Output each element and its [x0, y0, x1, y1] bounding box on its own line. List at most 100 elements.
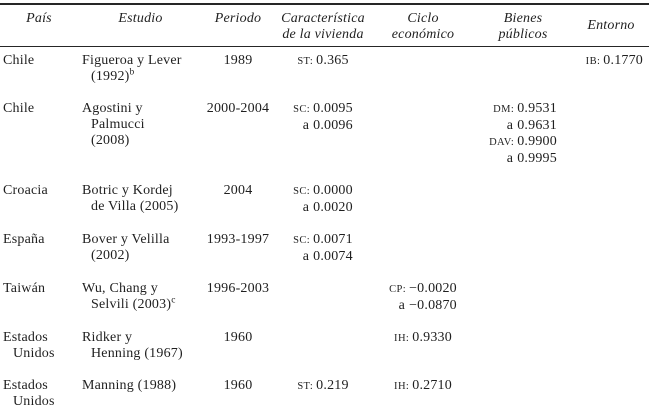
hedonic-studies-table: País Estudio Periodo Característica de l…: [0, 3, 649, 418]
header-bienes-line1: Bienes: [503, 11, 543, 26]
header-bienes: Bienes públicos: [473, 4, 573, 47]
cell-ciclo: IH: 0.2710: [373, 372, 473, 418]
cell-caracteristica: [273, 324, 373, 372]
header-ciclo-line1: Ciclo: [407, 11, 439, 26]
range-prefix: a: [506, 151, 514, 166]
country-name: Unidos: [13, 394, 55, 409]
variable-value: 0.219: [316, 378, 349, 393]
variable-value: 0.2710: [412, 378, 452, 393]
cell-entorno: IB: 0.1770: [573, 47, 649, 96]
table-header: País Estudio Periodo Característica de l…: [0, 4, 649, 47]
cell-pais: España: [0, 226, 78, 275]
value-line: CP: −0.0020: [389, 281, 457, 298]
cell-estudio: Wu, Chang y Selvili (2003)c: [78, 275, 203, 324]
study-year: Selvili (2003): [91, 297, 172, 312]
value-line: SC: 0.0095: [293, 101, 353, 118]
header-pais: País: [0, 4, 78, 47]
period-value: 2004: [223, 183, 253, 198]
cell-entorno: [573, 226, 649, 275]
cell-periodo: 1993-1997: [203, 226, 273, 275]
cell-entorno: [573, 275, 649, 324]
cell-entorno: [573, 324, 649, 372]
variable-label: SC:: [293, 235, 311, 246]
cell-caracteristica: ST: 0.365: [273, 47, 373, 96]
variable-value: 0.0096: [313, 118, 353, 133]
cell-ciclo: [373, 47, 473, 96]
study-line: Henning (1967): [91, 346, 183, 361]
study-line: Bover y Velilla: [82, 232, 170, 247]
study-line: Selvili (2003)c: [82, 296, 203, 313]
cell-entorno: [573, 95, 649, 177]
variable-label: CP:: [389, 284, 407, 295]
country-name: Croacia: [3, 183, 48, 198]
study-line: Palmucci: [91, 117, 145, 132]
cell-estudio: Manning (1988): [78, 372, 203, 418]
value-block: IB: 0.1770: [586, 53, 643, 70]
study-year: (1992): [91, 69, 130, 84]
study-line: Manning (1988): [82, 378, 177, 393]
study-line: Figueroa y Lever: [82, 53, 182, 68]
variable-label: IH:: [394, 381, 410, 392]
value-block: IH: 0.2710: [394, 378, 452, 395]
period-value: 1960: [223, 330, 253, 345]
range-prefix: a: [398, 298, 406, 313]
value-block: IH: 0.9330: [394, 330, 452, 347]
cell-pais: Chile: [0, 95, 78, 177]
table-row-figueroa: Chile Figueroa y Lever (1992)b 1989 ST: 0…: [0, 47, 649, 96]
cell-periodo: 1989: [203, 47, 273, 96]
study-line: de Villa (2005): [91, 199, 179, 214]
country-name: Taiwán: [3, 281, 46, 296]
value-line: IB: 0.1770: [586, 53, 643, 70]
table-body: Chile Figueroa y Lever (1992)b 1989 ST: 0…: [0, 47, 649, 418]
cell-caracteristica: [273, 275, 373, 324]
cell-estudio: Figueroa y Lever (1992)b: [78, 47, 203, 96]
variable-label: DM:: [493, 104, 515, 115]
variable-label: SC:: [293, 186, 311, 197]
cell-estudio: Bover y Velilla (2002): [78, 226, 203, 275]
cell-bienes: [473, 177, 573, 226]
header-periodo: Periodo: [203, 4, 273, 47]
value-block: SC: 0.0000 a 0.0020: [293, 183, 353, 216]
variable-value: 0.1770: [603, 53, 643, 68]
cell-pais: Croacia: [0, 177, 78, 226]
table-row-ridker: Estados Unidos Ridker y Henning (1967) 1…: [0, 324, 649, 372]
value-block: SC: 0.0095 a 0.0096: [293, 101, 353, 134]
cell-entorno: [573, 372, 649, 418]
variable-value: −0.0020: [409, 281, 457, 296]
value-line: a 0.0020: [293, 200, 353, 216]
cell-bienes: [473, 324, 573, 372]
study-line: (1992)b: [82, 67, 203, 85]
study-line: Agostini y: [82, 101, 143, 116]
cell-pais: Taiwán: [0, 275, 78, 324]
header-ciclo: Ciclo económico: [373, 4, 473, 47]
cell-bienes: [473, 275, 573, 324]
table-row-bover: España Bover y Velilla (2002) 1993-1997 …: [0, 226, 649, 275]
variable-value: 0.0074: [313, 249, 353, 264]
range-prefix: a: [302, 200, 310, 215]
value-block: ST: 0.219: [297, 378, 348, 395]
header-estudio-label: Estudio: [118, 11, 163, 26]
period-value: 2000-2004: [206, 101, 270, 116]
cell-periodo: 2004: [203, 177, 273, 226]
value-line: ST: 0.365: [297, 53, 348, 70]
value-line: DM: 0.9531: [489, 101, 557, 118]
country-name: Estados: [3, 378, 48, 393]
variable-value: 0.9631: [517, 118, 557, 133]
variable-value: 0.9900: [517, 134, 557, 149]
header-entorno: Entorno: [573, 4, 649, 47]
footnote-marker: b: [129, 67, 135, 78]
header-caracteristica-line2: de la vivienda: [282, 27, 364, 42]
range-prefix: a: [302, 249, 310, 264]
cell-pais: Estados Unidos: [0, 324, 78, 372]
cell-bienes: [473, 372, 573, 418]
cell-bienes: [473, 226, 573, 275]
value-block: SC: 0.0071 a 0.0074: [293, 232, 353, 265]
value-line: SC: 0.0071: [293, 232, 353, 249]
header-caracteristica: Característica de la vivienda: [273, 4, 373, 47]
header-bienes-line2: públicos: [498, 27, 548, 42]
cell-ciclo: IH: 0.9330: [373, 324, 473, 372]
value-block: DM: 0.9531 a 0.9631 DAV: 0.9900 a 0.9995: [489, 101, 557, 167]
variable-value: 0.365: [316, 53, 349, 68]
cell-pais: Estados Unidos: [0, 372, 78, 418]
